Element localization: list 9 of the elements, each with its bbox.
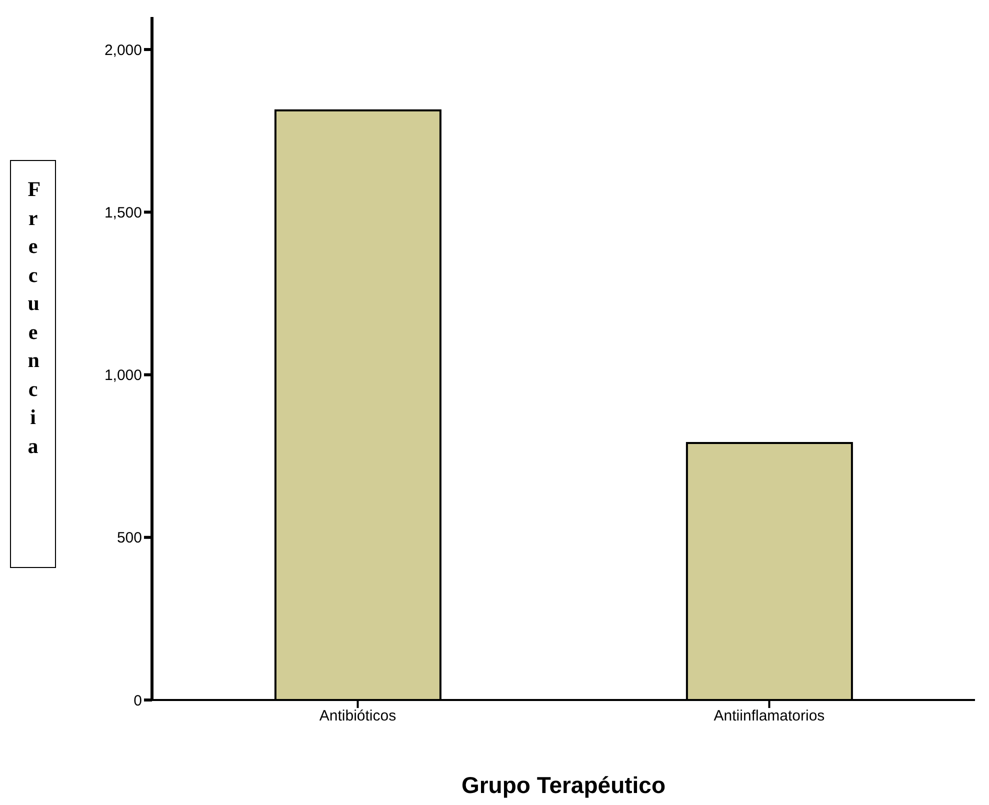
text: Frecuencia — [28, 177, 41, 458]
y-tick-label: 1,000 — [104, 367, 142, 384]
x-axis-title: Grupo Terapéutico — [460, 772, 667, 799]
y-tick-label: 1,500 — [104, 204, 142, 222]
y-tick-label: 2,000 — [104, 42, 142, 59]
x-tick-label: Antiinflamatorios — [714, 708, 825, 725]
x-tick-label: Antibióticos — [319, 708, 396, 725]
y-tick-label: 0 — [134, 692, 142, 710]
y-tick-label: 500 — [116, 530, 142, 547]
